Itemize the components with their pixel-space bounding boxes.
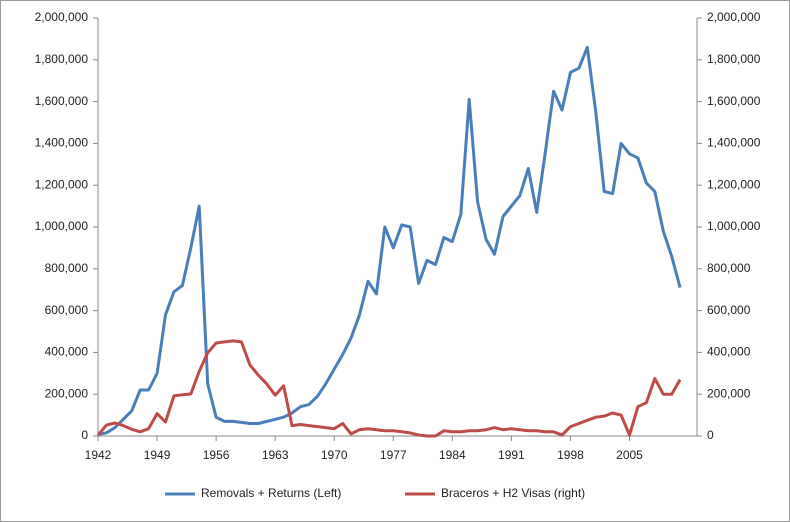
x-tick-label: 1991 xyxy=(498,448,525,462)
y2-tick-label: 1,400,000 xyxy=(707,136,761,150)
y2-tick-label: 1,000,000 xyxy=(707,219,761,233)
y-tick-label: 200,000 xyxy=(45,386,89,400)
x-tick-label: 2005 xyxy=(616,448,643,462)
y-tick-label: 1,800,000 xyxy=(35,52,89,66)
y-tick-label: 0 xyxy=(81,428,88,442)
series-line xyxy=(97,45,682,436)
x-tick-label: 1977 xyxy=(380,448,407,462)
y2-tick-label: 1,800,000 xyxy=(707,52,761,66)
y2-tick-label: 400,000 xyxy=(707,345,751,359)
y2-tick-label: 1,600,000 xyxy=(707,94,761,108)
y-tick-label: 1,400,000 xyxy=(35,136,89,150)
x-tick-label: 1949 xyxy=(144,448,171,462)
y-tick-label: 1,200,000 xyxy=(35,177,89,191)
y2-tick-label: 200,000 xyxy=(707,386,751,400)
y2-tick-label: 2,000,000 xyxy=(707,10,761,24)
x-tick-label: 1942 xyxy=(85,448,112,462)
x-tick-label: 1963 xyxy=(262,448,289,462)
y2-tick-label: 1,200,000 xyxy=(707,177,761,191)
x-tick-label: 1956 xyxy=(203,448,230,462)
y2-tick-label: 800,000 xyxy=(707,261,751,275)
legend-label: Removals + Returns (Left) xyxy=(201,486,341,500)
x-tick-label: 1970 xyxy=(321,448,348,462)
y-tick-label: 800,000 xyxy=(45,261,89,275)
legend-label: Braceros + H2 Visas (right) xyxy=(441,486,585,500)
y-tick-label: 400,000 xyxy=(45,345,89,359)
y2-tick-label: 0 xyxy=(707,428,714,442)
y-tick-label: 1,600,000 xyxy=(35,94,89,108)
series-line xyxy=(96,339,682,438)
y-tick-label: 2,000,000 xyxy=(35,10,89,24)
x-tick-label: 1998 xyxy=(557,448,584,462)
y2-tick-label: 600,000 xyxy=(707,303,751,317)
y-tick-label: 600,000 xyxy=(45,303,89,317)
y-tick-label: 1,000,000 xyxy=(35,219,89,233)
x-tick-label: 1984 xyxy=(439,448,466,462)
